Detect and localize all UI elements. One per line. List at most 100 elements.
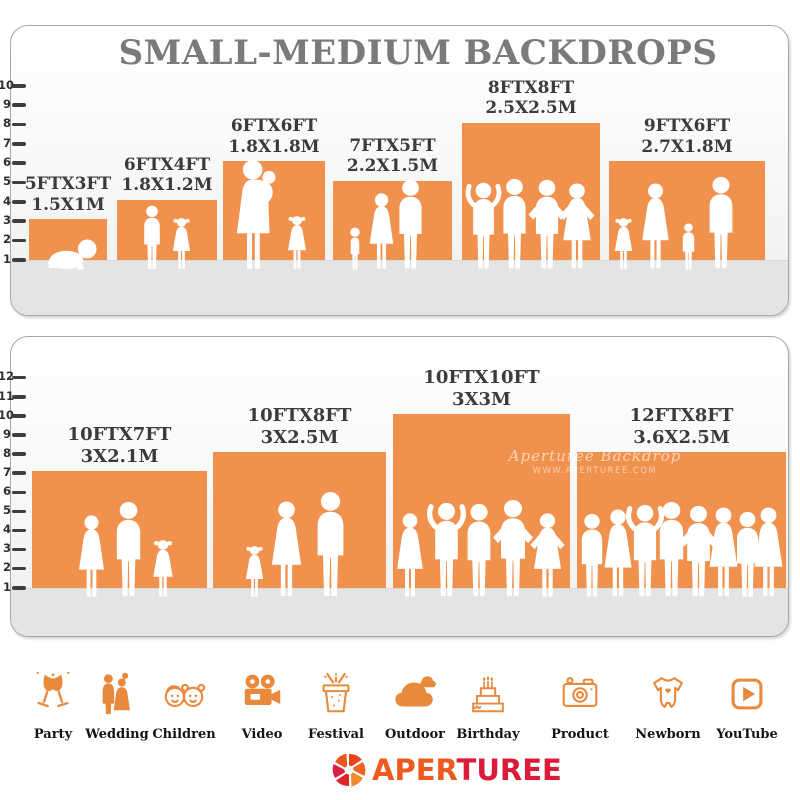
category-wedding: Wedding — [79, 670, 155, 742]
backdrop-size-label: 7FTX5FT 2.2X1.5M — [347, 136, 438, 177]
size-feet: 10FTX7FT — [67, 424, 172, 446]
size-feet: 6FTX4FT — [123, 155, 211, 175]
category-newborn: Newborn — [630, 670, 706, 742]
backdrop-size-label: 6FTX6FT 1.8X1.8M — [228, 116, 319, 157]
brand-name-right: TUREE — [456, 753, 562, 787]
size-feet: 12FTX8FT — [629, 405, 734, 427]
silhouette-woman — [271, 501, 301, 597]
silhouette-man — [116, 501, 140, 597]
ruler-tick — [12, 452, 26, 456]
silhouette-woman-hips — [529, 513, 565, 597]
brand-logo: APERTUREE — [330, 751, 562, 789]
newborn-icon — [653, 677, 683, 708]
ruler-tick — [12, 471, 26, 475]
festival-icon — [322, 672, 350, 713]
silhouette-mother — [236, 160, 276, 269]
ruler-tick — [12, 258, 26, 262]
silhouette-woman-hips — [559, 183, 595, 269]
ruler-tick — [12, 161, 26, 165]
backdrop-size-label: 10FTX10FT 3X3M — [423, 367, 539, 410]
category-children: Children — [146, 670, 222, 742]
silhouette-woman — [641, 183, 669, 269]
wedding-icon — [102, 672, 130, 715]
silhouette-man — [709, 176, 733, 269]
silhouette-man-hips — [679, 505, 717, 597]
category-party: Party — [15, 670, 91, 742]
category-outdoor: Outdoor — [377, 670, 453, 742]
silhouette-woman — [754, 507, 782, 597]
ruler-number: 6 — [2, 154, 11, 169]
party-icon — [36, 671, 70, 708]
backdrop-size-label: 9FTX6FT 2.7X1.8M — [641, 116, 732, 157]
size-meters: 3X2.5M — [260, 426, 339, 448]
ruler-number: 11 — [0, 388, 15, 403]
silhouette-man-hips — [528, 179, 566, 269]
backdrop-10ftx8ft — [213, 452, 386, 588]
product-icon — [562, 677, 598, 708]
silhouette-man — [736, 511, 758, 597]
ruler-tick — [12, 490, 26, 495]
silhouette-woman — [604, 509, 632, 597]
silhouette-woman — [709, 507, 737, 597]
size-feet: 10FTX10FT — [423, 367, 540, 389]
size-meters: 1.5X1M — [31, 194, 105, 215]
size-feet: 6FTX6FT — [230, 116, 318, 137]
ruler-number: 1 — [2, 579, 11, 594]
silhouette-man-armsup — [465, 182, 501, 269]
category-label: Video — [241, 727, 283, 742]
silhouette-man-armsup — [625, 504, 665, 597]
ruler-tick — [12, 528, 26, 533]
category-label: Party — [33, 727, 73, 742]
silhouette-woman — [78, 515, 104, 597]
size-meters: 3.6X2.5M — [633, 426, 730, 448]
silhouette-girl — [172, 218, 190, 269]
ruler-tick — [12, 395, 26, 399]
ruler-tick — [12, 586, 26, 590]
silhouette-man — [659, 501, 683, 597]
ruler-number: 9 — [2, 426, 11, 441]
category-label: Newborn — [635, 727, 701, 742]
size-meters: 1.8X1.8M — [228, 136, 320, 157]
silhouette-man — [467, 503, 491, 597]
ruler-number: 7 — [2, 464, 11, 479]
size-meters: 3X3M — [452, 388, 511, 410]
silhouette-toddler — [350, 227, 360, 270]
backdrop-size-label: 10FTX8FT 3X2.5M — [248, 405, 352, 448]
ruler-tick — [12, 238, 26, 243]
ruler-number: 5 — [2, 503, 11, 518]
size-meters: 2.5X2.5M — [485, 98, 577, 119]
ruler-tick — [12, 566, 26, 571]
category-label: YouTube — [716, 727, 778, 742]
ruler-tick — [12, 84, 26, 88]
ruler-number: 2 — [2, 232, 11, 247]
silhouette-baby — [47, 239, 97, 270]
size-meters: 3X2.1M — [80, 445, 159, 467]
watermark-brand: Aperturee Backdrop — [508, 447, 682, 465]
ruler-tick — [12, 219, 26, 223]
backdrop-size-label: 12FTX8FT 3.6X2.5M — [630, 405, 734, 448]
ruler-number: 4 — [2, 522, 11, 537]
ruler-tick — [12, 414, 26, 418]
category-label: Festival — [308, 727, 364, 742]
watermark-url: WWW.APERTUREE.COM — [532, 466, 658, 476]
ruler-number: 8 — [2, 116, 11, 131]
ruler-number: 4 — [2, 193, 11, 208]
ruler-number: 10 — [0, 407, 15, 422]
ruler-tick — [12, 547, 26, 552]
backdrop-size-label: 6FTX4FT 1.8X1.2M — [121, 155, 212, 196]
brand-name: APERTUREE — [372, 751, 562, 789]
ruler-number: 8 — [2, 445, 11, 460]
floor — [11, 260, 788, 315]
ruler-number: 3 — [2, 541, 11, 556]
youtube-icon — [731, 678, 763, 710]
ruler-tick — [12, 142, 26, 146]
backdrop-size-label: 5FTX3FT 1.5X1M — [25, 174, 111, 215]
size-meters: 2.2X1.5M — [346, 156, 439, 177]
silhouette-boy — [144, 205, 160, 270]
ruler-number: 12 — [0, 369, 15, 384]
size-meters: 1.8X1.2M — [121, 175, 213, 196]
ruler-number: 3 — [2, 212, 11, 227]
backdrop-6ftx4ft — [117, 200, 217, 260]
ruler-number: 7 — [2, 135, 11, 150]
